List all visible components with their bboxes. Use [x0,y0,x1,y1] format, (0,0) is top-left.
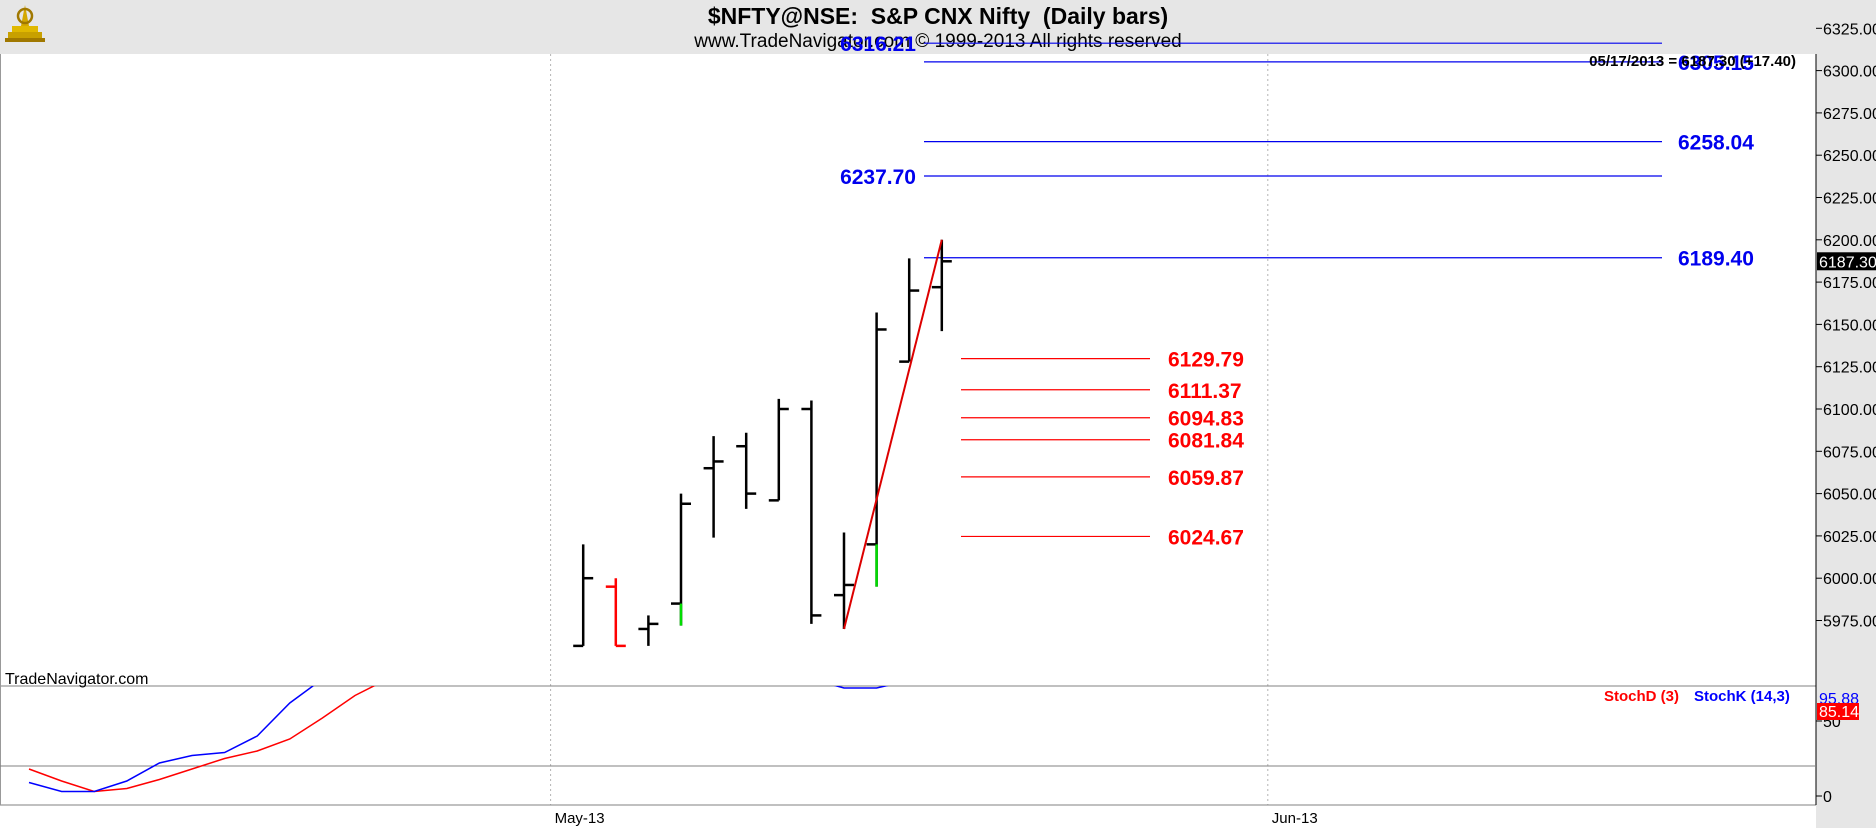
price-axis: 5975.00 6000.00 6025.00 6050.00 6075.00 6100.… [1815,21,1876,806]
y-tick-label: 6200.00 [1823,233,1876,250]
y-tick-label: 6175.00 [1823,275,1876,292]
y-tick-label: 6150.00 [1823,317,1876,334]
date-axis: May-13 Jun-13 [555,810,1318,827]
y-tick-label: 6300.00 [1823,64,1876,81]
price-level-label: 6129.79 [1168,349,1244,372]
x-tick-label: May-13 [555,810,605,827]
trade-navigator-logo-icon [5,5,45,42]
stoch-d-legend: StochD (3) [1604,688,1679,705]
y-tick-label: 6100.00 [1823,402,1876,419]
y-tick-label: 6025.00 [1823,529,1876,546]
stoch-series-line [28,686,376,793]
price-axis-panel [1816,54,1876,828]
price-level-label: 6111.37 [1168,380,1242,403]
y-tick-label: 6250.00 [1823,148,1876,165]
stoch-d-value-box [1817,703,1859,720]
y-tick-label: 6000.00 [1823,571,1876,588]
y-tick-label: 5975.00 [1823,614,1876,631]
price-level-label: 6059.87 [1168,467,1244,490]
header-bar: $NFTY@NSE: S&P CNX Nifty (Daily bars) ww… [0,0,1876,54]
y-tick-label: 6125.00 [1823,360,1876,377]
trend-line-segment [843,239,943,630]
price-level-label: 6081.84 [1168,430,1244,453]
watermark-label: TradeNavigator.com [5,671,148,688]
chart-title: $NFTY@NSE: S&P CNX Nifty (Daily bars) [707,3,1169,29]
price-level-label: 6094.83 [1168,408,1244,431]
copyright-text: www.TradeNavigator.com © 1999-2013 All r… [694,31,1182,52]
last-price-box [1817,252,1876,271]
price-level-label: 6024.67 [1168,526,1244,549]
price-level-label: 6237.70 [840,166,916,189]
y-tick-label: 6050.00 [1823,487,1876,504]
price-level-label: 6258.04 [1678,132,1754,155]
last-price-label: 6187.30 [1819,254,1876,271]
price-bars [573,239,952,648]
y-tick-label: 6325.00 [1823,21,1876,38]
price-level-label: 6305.15 [1678,52,1754,75]
price-level-label: 6189.40 [1678,248,1754,271]
price-levels: 6316.21 6305.15 6258.04 6237.70 6189.40 6129.… [840,33,1754,549]
stoch-d-value: 85.14 [1819,704,1859,721]
stoch-y-tick-label: 0 [1823,789,1832,806]
x-tick-label: Jun-13 [1272,810,1318,827]
stochastic-panel [0,686,1816,793]
grid [0,54,1816,806]
price-level-label: 6316.21 [840,33,916,56]
y-tick-label: 6225.00 [1823,191,1876,208]
stoch-series-line [28,686,889,793]
y-tick-label: 6075.00 [1823,444,1876,461]
stoch-k-legend: StochK (14,3) [1694,688,1790,705]
info-label: 05/17/2013 = 6187.30 (+17.40) [1589,53,1796,70]
chart-labels: 05/17/2013 = 6187.30 (+17.40) TradeNaviga… [5,53,1796,705]
trend-line [843,239,943,630]
y-tick-label: 6275.00 [1823,106,1876,123]
